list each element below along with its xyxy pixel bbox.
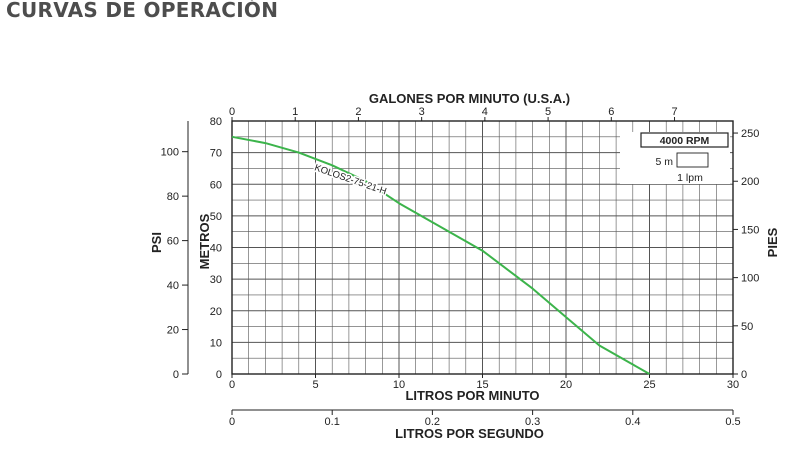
series-label: KOLOS2-75-21-H bbox=[313, 162, 388, 197]
y-tick-label: 60 bbox=[210, 179, 222, 191]
y-tick-label: 0 bbox=[216, 369, 222, 381]
psi-tick-label: 0 bbox=[173, 369, 179, 381]
legend-rpm-box bbox=[640, 132, 729, 148]
x-tick-label: 0 bbox=[229, 379, 235, 391]
psi-tick-label: 40 bbox=[167, 280, 179, 292]
y-tick-label: 70 bbox=[210, 148, 222, 160]
psi-tick-label: 60 bbox=[167, 236, 179, 248]
x-top-tick-label: 1 bbox=[292, 106, 298, 118]
x-top-tick-label: 6 bbox=[608, 106, 614, 118]
x-tick-label: 5 bbox=[312, 379, 318, 391]
x-tick-label: 10 bbox=[393, 379, 405, 391]
psi-tick-label: 80 bbox=[167, 191, 179, 203]
pies-tick-label: 50 bbox=[741, 321, 753, 333]
x-tick-label: 30 bbox=[727, 379, 739, 391]
pies-tick-label: 0 bbox=[741, 369, 747, 381]
x-axis-title: LITROS POR MINUTO bbox=[405, 388, 539, 403]
x-top-axis-title: GALONES POR MINUTO (U.S.A.) bbox=[369, 91, 570, 106]
x-top-tick-label: 5 bbox=[545, 106, 551, 118]
y-tick-label: 30 bbox=[210, 274, 222, 286]
legend-scale-vertical: 5 m bbox=[655, 156, 673, 168]
y-tick-label: 20 bbox=[210, 306, 222, 318]
y-tick-label: 50 bbox=[210, 211, 222, 223]
psi-tick-label: 100 bbox=[161, 147, 179, 159]
y-tick-label: 80 bbox=[210, 116, 222, 128]
x-top-tick-label: 2 bbox=[355, 106, 361, 118]
y-tick-label: 40 bbox=[210, 243, 222, 255]
page-title: CURVAS DE OPERACIÓN bbox=[6, 0, 279, 22]
legend-rpm-label: 4000 RPM bbox=[660, 135, 710, 147]
legend-scale-swatch bbox=[676, 152, 709, 168]
pies-tick-label: 250 bbox=[741, 128, 759, 140]
x-tick-label: 15 bbox=[476, 379, 488, 391]
lps-tick-label: 0.5 bbox=[725, 416, 740, 428]
y-axis-title: METROS bbox=[197, 213, 212, 269]
x-top-tick-label: 0 bbox=[229, 106, 235, 118]
pies-tick-label: 200 bbox=[741, 176, 759, 188]
x-top-tick-label: 7 bbox=[671, 106, 677, 118]
lps-tick-label: 0.3 bbox=[525, 416, 540, 428]
psi-axis-title: PSI bbox=[149, 232, 164, 253]
x-top-tick-label: 4 bbox=[482, 106, 488, 118]
x-tick-label: 20 bbox=[560, 379, 572, 391]
y-tick-label: 10 bbox=[210, 337, 222, 349]
lps-tick-label: 0.1 bbox=[325, 416, 340, 428]
lps-axis-title: LITROS POR SEGUNDO bbox=[395, 426, 544, 441]
pies-axis-title: PIES bbox=[765, 227, 780, 257]
x-top-tick-label: 3 bbox=[419, 106, 425, 118]
lps-tick-label: 0.4 bbox=[625, 416, 640, 428]
series-curve bbox=[231, 135, 650, 375]
pies-tick-label: 150 bbox=[741, 224, 759, 236]
lps-tick-label: 0 bbox=[229, 416, 235, 428]
x-tick-label: 25 bbox=[643, 379, 655, 391]
lps-tick-label: 0.2 bbox=[425, 416, 440, 428]
legend-scale-horizontal: 1 lpm bbox=[677, 172, 703, 184]
psi-tick-label: 20 bbox=[167, 325, 179, 337]
pies-tick-label: 100 bbox=[741, 273, 759, 285]
